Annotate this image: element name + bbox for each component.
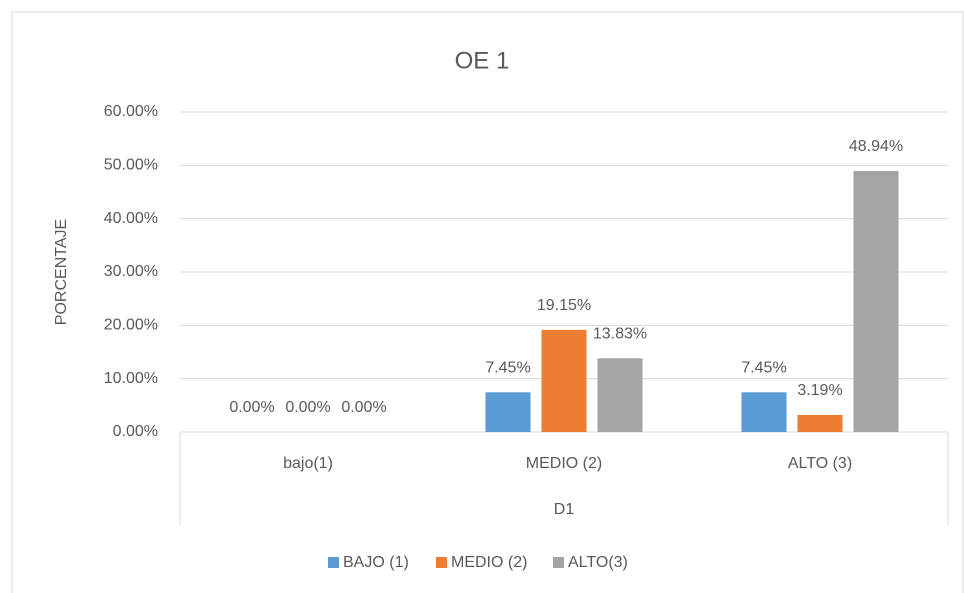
- value-label: 19.15%: [537, 297, 591, 314]
- value-label: 13.83%: [593, 325, 647, 342]
- value-label: 0.00%: [341, 399, 386, 416]
- bar: [853, 170, 899, 432]
- legend-swatch: [553, 557, 564, 568]
- bar: [597, 358, 643, 432]
- y-tick-label: 20.00%: [104, 317, 158, 334]
- y-tick-label: 30.00%: [104, 263, 158, 280]
- legend-swatch: [328, 557, 339, 568]
- y-axis-label: PORCENTAJE: [53, 219, 70, 325]
- value-label: 48.94%: [849, 138, 903, 155]
- bar: [797, 414, 843, 432]
- legend-swatch: [436, 557, 447, 568]
- legend-label: MEDIO (2): [451, 554, 527, 571]
- bar: [741, 392, 787, 432]
- value-label: 7.45%: [485, 359, 530, 376]
- y-tick-label: 60.00%: [104, 103, 158, 120]
- y-tick-label: 50.00%: [104, 157, 158, 174]
- x-axis-label: D1: [554, 501, 575, 518]
- value-label: 0.00%: [229, 399, 274, 416]
- y-tick-label: 0.00%: [113, 423, 158, 440]
- x-tick-label: MEDIO (2): [526, 455, 602, 472]
- bar: [541, 329, 587, 432]
- x-tick-label: bajo(1): [283, 455, 333, 472]
- y-tick-label: 10.00%: [104, 370, 158, 387]
- x-tick-label: ALTO (3): [788, 455, 852, 472]
- bar: [485, 392, 531, 432]
- chart-border: [11, 11, 964, 593]
- legend-label: ALTO(3): [568, 554, 628, 571]
- value-label: 7.45%: [741, 359, 786, 376]
- value-label: 3.19%: [797, 382, 842, 399]
- y-tick-label: 40.00%: [104, 210, 158, 227]
- value-label: 0.00%: [285, 399, 330, 416]
- legend-label: BAJO (1): [343, 554, 409, 571]
- chart-title: OE 1: [455, 47, 510, 74]
